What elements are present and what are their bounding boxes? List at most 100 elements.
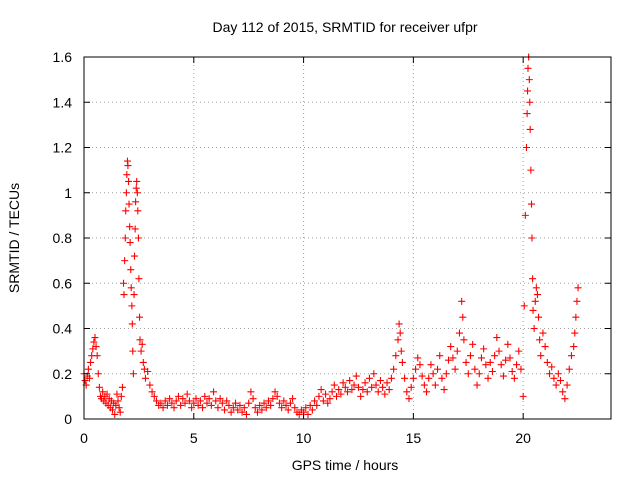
data-point <box>571 329 579 337</box>
data-point <box>95 383 103 391</box>
data-point <box>427 361 435 369</box>
data-point <box>529 275 537 283</box>
data-point <box>436 352 444 360</box>
data-point <box>573 297 581 305</box>
data-point <box>390 365 398 373</box>
data-point <box>302 404 310 412</box>
data-point <box>529 306 537 314</box>
data-point <box>311 397 319 405</box>
data-point <box>126 239 134 247</box>
data-point <box>418 372 426 380</box>
data-point <box>227 408 235 416</box>
y-tick-label: 0.8 <box>53 230 73 246</box>
data-point <box>572 313 580 321</box>
data-point <box>449 354 457 362</box>
data-point <box>495 347 503 355</box>
data-point <box>99 388 107 396</box>
data-point <box>174 392 182 400</box>
data-point <box>521 211 529 219</box>
data-point <box>398 358 406 366</box>
data-point <box>315 392 323 400</box>
data-point <box>563 381 571 389</box>
x-tick-label: 5 <box>190 430 198 446</box>
data-point <box>188 404 196 412</box>
data-point <box>137 347 145 355</box>
data-point <box>181 399 189 407</box>
data-point <box>161 397 169 405</box>
data-point <box>539 329 547 337</box>
data-point <box>392 352 400 360</box>
data-point <box>531 297 539 305</box>
data-point <box>280 397 288 405</box>
data-point <box>291 404 299 412</box>
data-point <box>170 404 178 412</box>
data-point <box>506 354 514 362</box>
data-point <box>128 320 136 328</box>
data-point <box>414 354 422 362</box>
data-point <box>565 365 573 373</box>
data-point <box>251 404 259 412</box>
data-point <box>431 381 439 389</box>
data-point <box>459 313 467 321</box>
data-point <box>522 144 530 151</box>
data-point <box>129 370 137 378</box>
data-point <box>528 200 536 208</box>
data-point <box>445 356 453 364</box>
data-point <box>567 352 575 360</box>
data-point <box>131 252 139 260</box>
data-point <box>139 358 147 366</box>
data-point <box>163 401 171 409</box>
data-point <box>271 388 279 396</box>
data-point <box>442 370 450 378</box>
data-point <box>249 395 257 403</box>
data-point <box>458 297 466 305</box>
data-point <box>295 410 303 418</box>
data-point <box>121 234 129 242</box>
y-tick-label: 0.6 <box>53 275 73 291</box>
data-point <box>497 361 505 369</box>
data-point <box>515 347 523 355</box>
y-tick-label: 1.6 <box>53 49 73 65</box>
data-point <box>363 388 371 396</box>
data-point <box>317 386 325 394</box>
data-point <box>90 338 98 346</box>
data-point <box>199 404 207 412</box>
data-point <box>116 408 124 416</box>
data-point <box>429 370 437 378</box>
data-point <box>407 383 415 391</box>
data-point <box>440 386 448 394</box>
data-point <box>416 361 424 369</box>
data-point <box>120 279 128 287</box>
data-point <box>526 125 534 133</box>
data-point <box>385 386 393 394</box>
data-point <box>493 334 501 342</box>
data-point <box>114 397 122 405</box>
data-point <box>262 404 270 412</box>
data-point <box>462 358 470 366</box>
data-point <box>264 397 272 405</box>
data-point <box>92 343 100 351</box>
data-point <box>134 234 142 242</box>
data-point <box>546 370 554 378</box>
data-point <box>123 171 131 179</box>
data-point <box>240 404 248 412</box>
data-point <box>394 336 402 344</box>
data-point <box>326 395 334 403</box>
data-point <box>574 284 582 292</box>
data-point <box>480 345 488 353</box>
data-point <box>234 406 242 414</box>
data-point <box>488 367 496 375</box>
data-point <box>159 404 167 412</box>
data-point <box>136 336 144 344</box>
data-point <box>84 365 92 373</box>
data-point <box>267 401 275 409</box>
data-point <box>379 383 387 391</box>
data-point <box>118 383 126 391</box>
data-point <box>491 352 499 360</box>
data-point <box>537 352 545 360</box>
data-point <box>238 408 246 416</box>
y-tick-label: 0.2 <box>53 366 73 382</box>
x-tick-label: 10 <box>296 430 312 446</box>
data-point <box>425 374 433 382</box>
